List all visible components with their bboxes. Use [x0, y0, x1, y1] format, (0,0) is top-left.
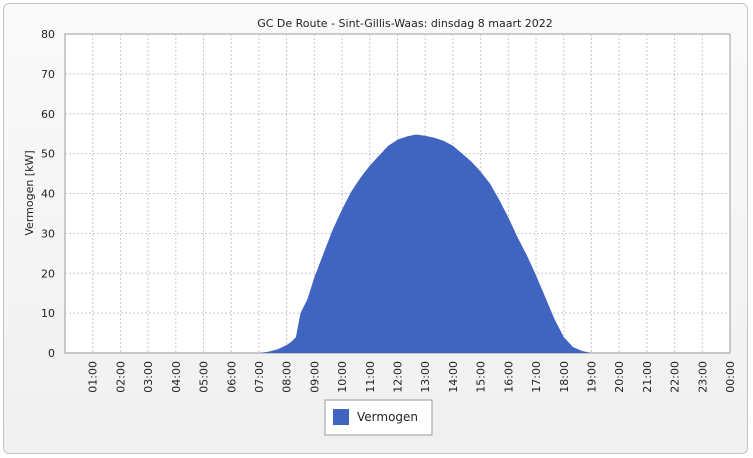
x-tick-label: 21:00 — [641, 361, 654, 393]
y-tick-label: 20 — [41, 267, 55, 280]
y-tick-label: 0 — [48, 347, 55, 360]
x-tick-label: 09:00 — [308, 361, 321, 393]
x-tick-label: 02:00 — [114, 361, 127, 393]
legend-swatch-vermogen — [333, 409, 349, 425]
x-axis-ticks: 01:00 02:00 03:00 04:00 05:00 06:00 07:00 08:00… — [87, 361, 737, 393]
y-axis-label: Vermogen [kW] — [23, 150, 36, 235]
y-tick-label: 60 — [41, 108, 55, 121]
y-tick-label: 30 — [41, 227, 55, 240]
x-tick-label: 14:00 — [447, 361, 460, 393]
legend: Vermogen — [324, 399, 433, 436]
x-tick-label: 12:00 — [392, 361, 405, 393]
x-tick-label: 22:00 — [669, 361, 682, 393]
x-tick-label: 20:00 — [613, 361, 626, 393]
x-tick-label: 06:00 — [225, 361, 238, 393]
y-tick-label: 40 — [41, 188, 55, 201]
x-tick-label: 00:00 — [724, 361, 737, 393]
x-tick-label: 08:00 — [281, 361, 294, 393]
x-tick-label: 11:00 — [364, 361, 377, 393]
y-tick-label: 80 — [41, 28, 55, 41]
y-axis-ticks: 0 10 20 30 40 50 60 70 80 — [41, 28, 55, 360]
y-tick-label: 10 — [41, 307, 55, 320]
x-tick-label: 18:00 — [558, 361, 571, 393]
chart-title: GC De Route - Sint-Gillis-Waas: dinsdag … — [257, 17, 553, 30]
x-tick-label: 03:00 — [142, 361, 155, 393]
legend-box — [324, 399, 433, 436]
x-tick-label: 19:00 — [585, 361, 598, 393]
x-tick-label: 04:00 — [170, 361, 183, 393]
x-tick-label: 17:00 — [530, 361, 543, 393]
x-tick-label: 01:00 — [87, 361, 100, 393]
x-tick-label: 13:00 — [419, 361, 432, 393]
x-tick-label: 07:00 — [253, 361, 266, 393]
y-tick-label: 70 — [41, 68, 55, 81]
x-tick-label: 10:00 — [336, 361, 349, 393]
x-tick-label: 15:00 — [475, 361, 488, 393]
x-tick-label: 16:00 — [502, 361, 515, 393]
legend-label-vermogen: Vermogen — [357, 410, 418, 424]
y-tick-label: 50 — [41, 148, 55, 161]
x-tick-label: 05:00 — [198, 361, 211, 393]
x-tick-label: 23:00 — [696, 361, 709, 393]
series-area-vermogen — [65, 134, 606, 353]
